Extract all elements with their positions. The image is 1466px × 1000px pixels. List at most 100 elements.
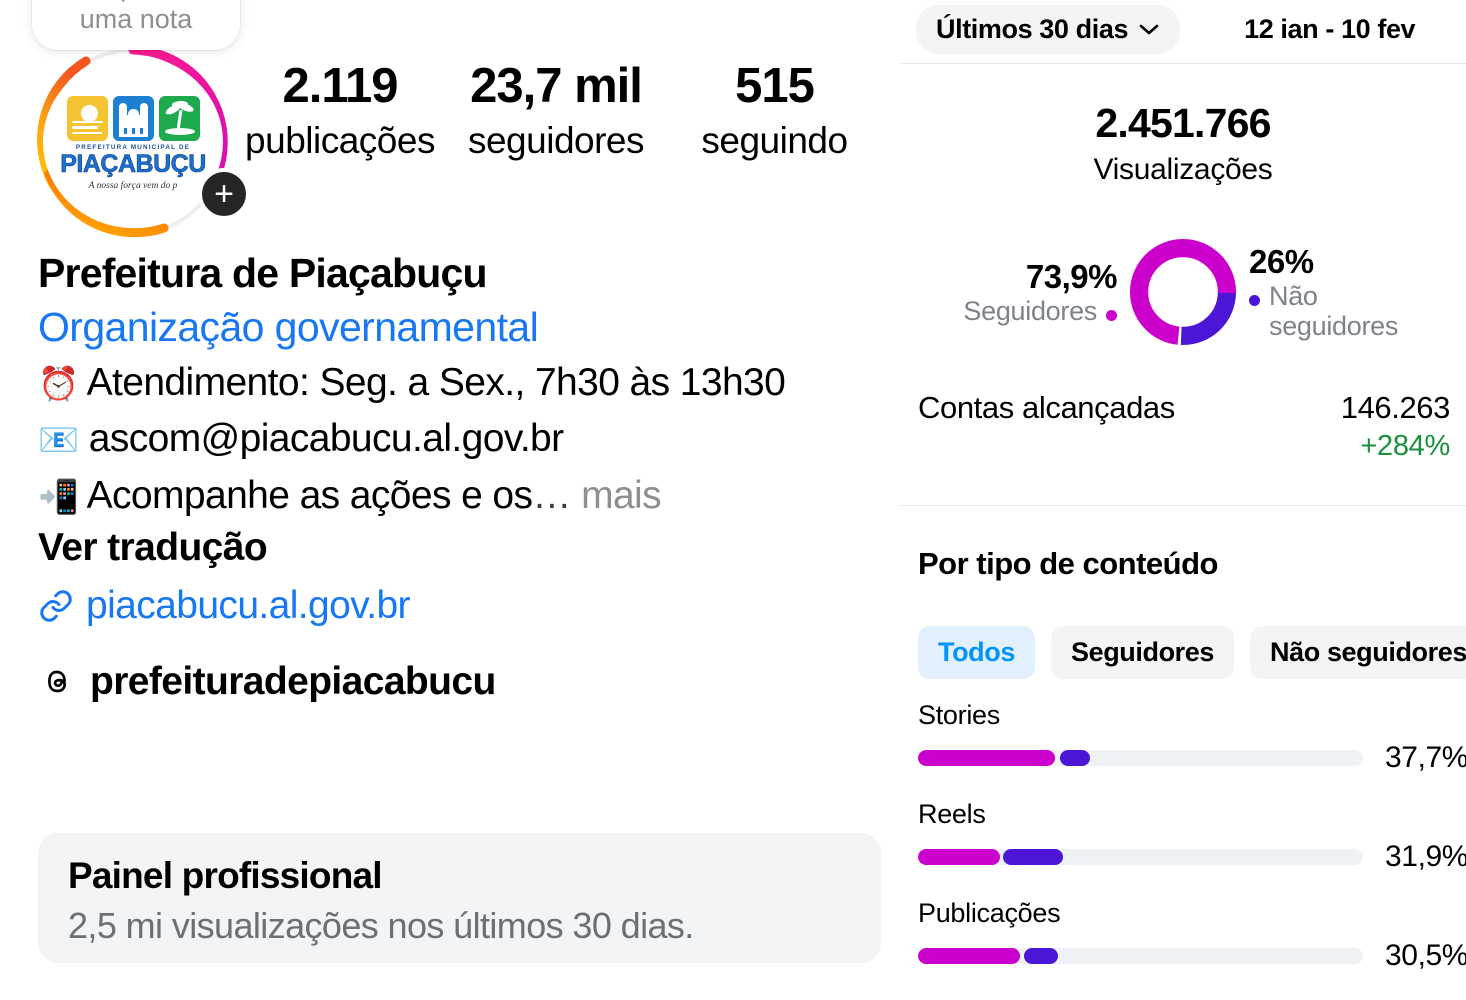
profile-column: Compartilhe uma nota [24, 0, 890, 963]
content-bar-stories-seg-followers [918, 750, 1056, 766]
divider-top [900, 63, 1466, 64]
profile-website-link[interactable]: piacabucu.al.gov.br [38, 584, 883, 628]
profile-bio: Prefeitura de Piaçabuçu Organização gove… [38, 248, 883, 704]
stat-posts-value: 2.119 [282, 59, 399, 113]
content-bar-publicacoes[interactable]: Publicações 30,5% [918, 898, 1466, 973]
stat-followers-value: 23,7 mil [470, 59, 643, 113]
donut-segment-non-followers [1129, 238, 1237, 346]
professional-dashboard-title: Painel profissional [68, 855, 383, 896]
profile-display-name: Prefeitura de Piaçabuçu [38, 250, 488, 296]
content-bar-stories-seg-non-followers [1059, 750, 1091, 766]
bio-line-hours: ⏰ Atendimento: Seg. a Sex., 7h30 às 13h3… [38, 355, 883, 412]
audience-donut-chart: 73,9% Seguidores 26% Não seguidores [900, 228, 1466, 356]
legend-dot-non-followers [1249, 294, 1260, 306]
content-type-bars: Stories 37,7% Reels 31,9% [918, 700, 1466, 1000]
accounts-reached-label: Contas alcançadas [918, 390, 1175, 425]
plus-icon: + [214, 175, 234, 213]
profile-website-text: piacabucu.al.gov.br [86, 584, 411, 628]
stat-posts[interactable]: 2.119 publicações [230, 62, 450, 163]
stat-posts-label: publicações [245, 120, 435, 161]
chevron-down-icon [1139, 24, 1159, 35]
content-bar-reels-label: Reels [918, 799, 986, 829]
professional-dashboard-card[interactable]: Painel profissional 2,5 mi visualizações… [38, 833, 881, 963]
avatar[interactable]: PREFEITURA MUNICIPAL DE PIAÇABUÇU A noss… [24, 46, 250, 238]
tab-nao-seguidores[interactable]: Não seguidores [1250, 626, 1466, 679]
content-bar-reels-seg-non-followers [1002, 849, 1064, 865]
donut-followers-name: Seguidores [929, 296, 1117, 326]
logo-subtitle: PREFEITURA MUNICIPAL DE [75, 143, 191, 151]
accounts-reached-row[interactable]: Contas alcançadas 146.263 +284% [918, 390, 1450, 463]
donut-svg [1129, 238, 1237, 346]
stat-followers[interactable]: 23,7 mil seguidores [450, 62, 662, 163]
views-value: 2.451.766 [1095, 100, 1271, 146]
legend-dot-followers [1106, 309, 1117, 321]
donut-legend-followers: 73,9% Seguidores [929, 258, 1125, 326]
insights-header: Últimos 30 dias 12 ian - 10 fev [916, 4, 1450, 54]
sun-tile-icon [66, 95, 108, 141]
threads-icon [48, 670, 67, 693]
profile-category: Organização governamental [38, 304, 539, 351]
accounts-reached-delta: +284% [1360, 430, 1450, 462]
bio-line-hours-text: Atendimento: Seg. a Sex., 7h30 às 13h30 [86, 360, 786, 404]
share-note-bubble[interactable]: Compartilhe uma nota [32, 0, 240, 50]
views-summary: 2.451.766 Visualizações [900, 100, 1466, 187]
period-selector-label: Últimos 30 dias [936, 13, 1129, 44]
logo-title: PIAÇABUÇU [60, 149, 207, 178]
content-type-title: Por tipo de conteúdo [918, 546, 1219, 581]
threads-handle[interactable]: prefeituradepiacabucu [38, 660, 883, 704]
content-bar-reels-track [918, 849, 1363, 865]
content-bar-stories[interactable]: Stories 37,7% [918, 700, 1466, 775]
add-story-button[interactable]: + [198, 168, 250, 220]
tab-seguidores[interactable]: Seguidores [1050, 626, 1235, 679]
link-icon [40, 590, 72, 622]
donut-legend-non-followers: 26% Não seguidores [1241, 243, 1437, 341]
bio-truncation: … [532, 473, 571, 517]
content-bar-publicacoes-label: Publicações [918, 898, 1061, 928]
email-icon: 📧 [38, 421, 79, 459]
content-bar-reels-seg-followers [918, 849, 1000, 865]
content-bar-publicacoes-seg-followers [918, 948, 1020, 964]
donut-non-followers-name: Não seguidores [1249, 281, 1437, 341]
bio-line-email-text: ascom@piacabucu.al.gov.br [88, 417, 564, 461]
content-bar-reels-pct: 31,9% [1385, 840, 1466, 873]
content-bar-publicacoes-seg-non-followers [1023, 948, 1058, 964]
content-bar-publicacoes-track [918, 948, 1363, 964]
bio-line-follow: 📲 Acompanhe as ações e os… mais [38, 468, 883, 525]
donut-followers-pct: 73,9% [1025, 257, 1118, 295]
share-note-label: Compartilhe uma nota [63, 0, 209, 34]
stat-following-value: 515 [735, 59, 815, 113]
mobile-phone-arrow-icon: 📲 [38, 477, 79, 515]
bio-line-follow-text: Acompanhe as ações e os [86, 473, 533, 517]
stat-following-label: seguindo [701, 120, 848, 161]
threads-handle-text: prefeituradepiacabucu [90, 660, 496, 704]
period-selector[interactable]: Últimos 30 dias [916, 4, 1181, 54]
date-range-label: 12 ian - 10 fev [1244, 13, 1416, 44]
donut-non-followers-pct: 26% [1249, 242, 1314, 280]
divider-middle [900, 505, 1466, 506]
content-bar-publicacoes-pct: 30,5% [1385, 939, 1466, 972]
logo-slogan: A nossa força vem do p [88, 180, 178, 191]
content-bar-reels[interactable]: Reels 31,9% [918, 799, 1466, 874]
insights-column: Últimos 30 dias 12 ian - 10 fev 2.451.76… [900, 0, 1466, 1000]
see-translation-button[interactable]: Ver tradução [38, 526, 268, 570]
stat-followers-label: seguidores [467, 120, 645, 161]
views-label: Visualizações [1093, 153, 1273, 186]
content-bar-stories-pct: 37,7% [1385, 741, 1466, 774]
donut-segment-followers [1129, 238, 1237, 346]
content-bar-videos-label: Vídeos [918, 997, 1452, 1000]
church-tile-icon [112, 95, 154, 141]
professional-dashboard-subtitle: 2,5 mi visualizações nos últimos 30 dias… [68, 905, 694, 946]
content-bar-stories-track [918, 750, 1363, 766]
profile-stats: 2.119 publicações 23,7 mil seguidores 51… [240, 62, 890, 163]
content-type-tabs: Todos Seguidores Não seguidores [918, 626, 1466, 679]
content-bar-stories-label: Stories [918, 700, 1000, 730]
bio-more-button[interactable]: mais [581, 473, 662, 517]
content-bar-videos[interactable]: Vídeos -0,1% [918, 997, 1452, 1000]
avatar-image: PREFEITURA MUNICIPAL DE PIAÇABUÇU A noss… [45, 58, 221, 226]
tab-todos[interactable]: Todos [918, 626, 1035, 679]
alarm-clock-icon: ⏰ [38, 364, 79, 402]
bio-line-email: 📧 ascom@piacabucu.al.gov.br [38, 411, 883, 468]
palm-tile-icon [158, 95, 200, 141]
stat-following[interactable]: 515 seguindo [662, 62, 887, 163]
